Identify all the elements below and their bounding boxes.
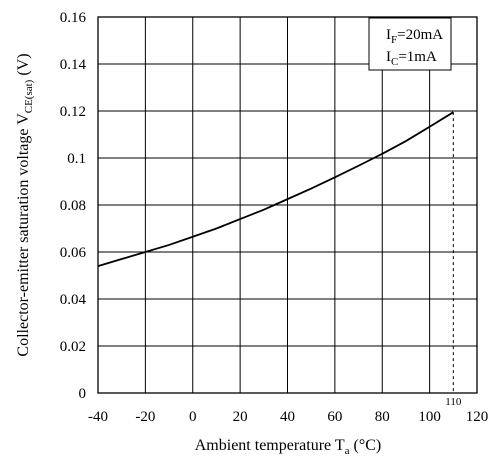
x-tick-label: 120 (466, 409, 489, 425)
y-axis-title: Collector-emitter saturation voltage VCE… (15, 53, 35, 356)
plot-frame (97, 16, 478, 394)
grid (97, 16, 478, 394)
x-axis-title: Ambient temperature Ta (°C) (195, 437, 382, 457)
y-tick-label: 0.06 (60, 245, 87, 261)
y-tick-label: 0 (79, 386, 87, 402)
x-tick-label: 20 (233, 409, 248, 425)
x-tick-label: 0 (189, 409, 197, 425)
y-tick-label: 0.14 (60, 57, 87, 73)
annotation-if: IF=20mA (386, 27, 443, 46)
annotation-ic: IC=1mA (386, 49, 437, 68)
x-tick-label: 60 (327, 409, 342, 425)
x-tick-label: 100 (418, 409, 441, 425)
y-tick-label: 0.04 (60, 292, 87, 308)
y-tick-label: 0.1 (67, 151, 86, 167)
x-tick-labels: -40 -20 0 20 40 60 80 100 120 (88, 409, 488, 425)
y-tick-label: 0.12 (60, 104, 86, 120)
series-line (97, 111, 454, 267)
y-tick-label: 0.16 (60, 10, 87, 26)
legend-box: IF=20mA IC=1mA (368, 17, 452, 71)
x-tick-label: 80 (375, 409, 390, 425)
x-tick-label: -20 (135, 409, 155, 425)
x-tick-label: -40 (88, 409, 108, 425)
y-tick-labels: 0 0.02 0.04 0.06 0.08 0.1 0.12 0.14 0.16 (60, 10, 87, 402)
y-tick-label: 0.02 (60, 339, 86, 355)
marker-label: 110 (445, 396, 462, 408)
x-tick-label: 40 (280, 409, 295, 425)
y-tick-label: 0.08 (60, 198, 86, 214)
